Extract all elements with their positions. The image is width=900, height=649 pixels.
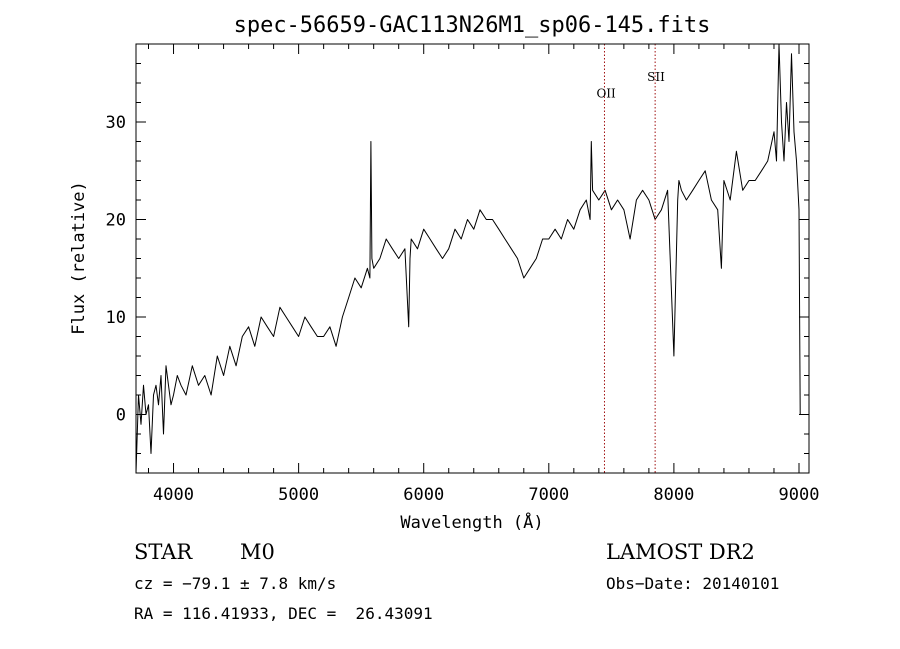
spectrum-line-0 [136, 44, 801, 473]
x-tick-label: 4000 [153, 485, 194, 505]
observation-date: Obs−Date: 20140101 [606, 574, 780, 593]
coordinates-readout: RA = 116.41933, DEC = 26.43091 [134, 604, 433, 623]
y-tick-label: 0 [116, 406, 126, 426]
survey-name: LAMOST DR2 [606, 540, 755, 564]
plot-area [136, 44, 801, 473]
y-tick-label: 10 [106, 308, 126, 328]
axes: 4000 5000 6000 7000 8000 9000 0 10 20 30 [106, 43, 820, 505]
marker-label-sii: SII [647, 70, 665, 84]
chart-title: spec-56659-GAC113N26M1_sp06-145.fits [234, 13, 711, 38]
x-axis-label: Wavelength (Å) [400, 511, 543, 533]
x-tick-label: 6000 [403, 485, 444, 505]
object-class: STAR [134, 540, 193, 564]
x-tick-label: 8000 [653, 485, 694, 505]
object-subclass: M0 [240, 540, 275, 564]
y-tick-label: 30 [106, 113, 126, 133]
x-tick-label: 5000 [278, 485, 319, 505]
y-axis-label: Flux (relative) [69, 181, 89, 335]
emission-line-markers: OII SII [596, 44, 665, 473]
marker-label-oii: OII [596, 87, 616, 101]
x-tick-label: 9000 [779, 485, 820, 505]
plot-frame [135, 43, 810, 474]
y-tick-label: 20 [106, 211, 126, 231]
x-tick-label: 7000 [528, 485, 569, 505]
redshift-readout: cz = −79.1 ± 7.8 km/s [134, 574, 337, 593]
